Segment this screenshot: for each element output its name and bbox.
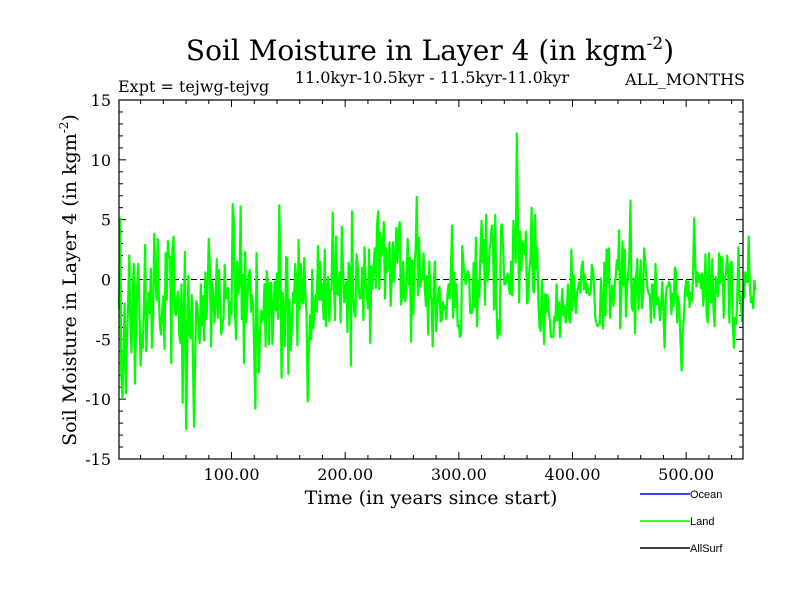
y-tick-label: -10: [85, 390, 111, 409]
legend-label-land: Land: [690, 516, 714, 528]
y-tick-label: 10: [91, 151, 111, 170]
y-tick-label: -5: [95, 330, 111, 349]
x-tick-label: 300.00: [431, 465, 487, 484]
x-tick-label: 400.00: [545, 465, 601, 484]
x-tick-label: 100.00: [204, 465, 260, 484]
x-axis-ticks: 100.00 200.00 300.00 400.00 500.00: [140, 100, 733, 484]
y-tick-label: 5: [101, 211, 111, 230]
plot-frame: [118, 99, 744, 460]
subtitle-left: Expt = tejwg-tejvg: [118, 77, 269, 96]
y-axis-ticks: 15 10 5 0 -5 -10 -15: [85, 91, 743, 469]
series-layer: [117, 132, 757, 431]
subtitle-right: ALL_MONTHS: [624, 70, 745, 89]
legend-label-allsurf: AllSurf: [690, 543, 723, 555]
x-tick-label: 200.00: [317, 465, 373, 484]
series-line-land: [117, 132, 757, 431]
y-tick-label: -15: [85, 450, 111, 469]
subtitle-center: 11.0kyr-10.5kyr - 11.5kyr-11.0kyr: [295, 68, 570, 87]
y-tick-label: 15: [91, 91, 111, 110]
legend: Ocean Land AllSurf: [640, 489, 723, 555]
chart-title: Soil Moisture in Layer 4 (in kgm-2): [186, 34, 674, 67]
y-axis-label: Soil Moisture in Layer 4 (in kgm-2): [57, 114, 81, 446]
legend-label-ocean: Ocean: [690, 489, 722, 501]
y-tick-label: 0: [101, 271, 111, 290]
x-axis-label: Time (in years since start): [305, 487, 558, 509]
x-tick-label: 500.00: [658, 465, 714, 484]
